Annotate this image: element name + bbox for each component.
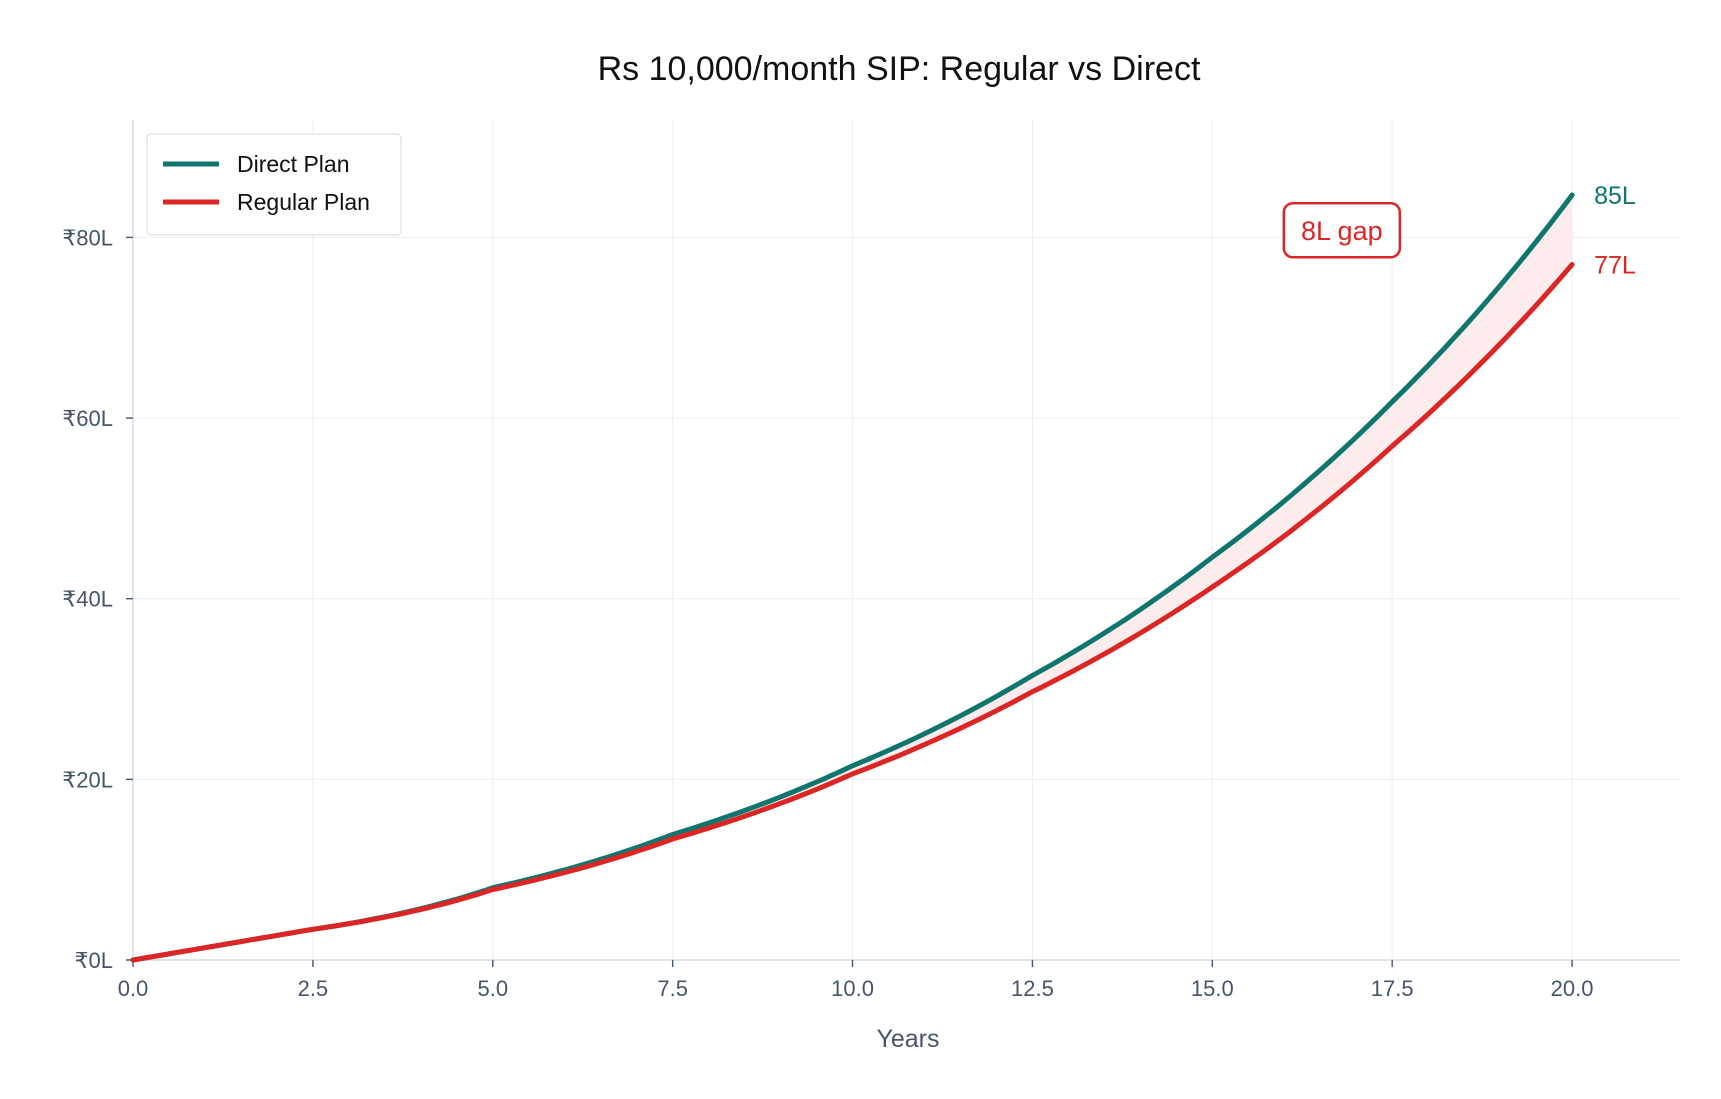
legend-box xyxy=(146,133,402,236)
axes: 0.0 2.5 5.0 7.5 10.0 12.5 15.0 17.5 20.0 ₹0L ₹20L ₹… xyxy=(62,120,1680,1001)
grid xyxy=(132,120,1680,961)
legend-label-1: Regular Plan xyxy=(237,189,370,215)
x-tick-label-7: 17.5 xyxy=(1371,976,1414,1001)
end-label-0: 85L xyxy=(1594,182,1636,210)
y-tick-label-2: ₹40L xyxy=(62,587,113,612)
x-tick-label-0: 0.0 xyxy=(118,976,149,1001)
legend-label-0: Direct Plan xyxy=(237,151,349,177)
x-tick-label-1: 2.5 xyxy=(298,976,329,1001)
series-line-1 xyxy=(130,262,1575,963)
gap-annotation: 8L gap xyxy=(1282,201,1402,259)
end-label-1: 77L xyxy=(1594,252,1636,280)
legend: Direct Plan Regular Plan xyxy=(146,133,402,236)
x-axis-label: Years xyxy=(876,1025,939,1053)
chart-title: Rs 10,000/month SIP: Regular vs Direct xyxy=(598,50,1201,88)
y-tick-label-3: ₹60L xyxy=(62,406,113,431)
x-tick-label-6: 15.0 xyxy=(1191,976,1234,1001)
x-tick-label-4: 10.0 xyxy=(831,976,874,1001)
series-lines xyxy=(130,192,1575,963)
gap-annotation-box xyxy=(1282,201,1402,259)
y-tick-label-4: ₹80L xyxy=(62,225,113,250)
y-tick-label-0: ₹0L xyxy=(75,948,113,973)
x-tick-label-2: 5.0 xyxy=(477,976,508,1001)
y-tick-label-1: ₹20L xyxy=(62,767,113,792)
x-tick-label-8: 20.0 xyxy=(1551,976,1594,1001)
x-tick-label-5: 12.5 xyxy=(1011,976,1054,1001)
gap-annotation-text: 8L gap xyxy=(1301,216,1383,246)
x-tick-label-3: 7.5 xyxy=(657,976,688,1001)
end-labels: 85L 77L xyxy=(1594,182,1636,280)
